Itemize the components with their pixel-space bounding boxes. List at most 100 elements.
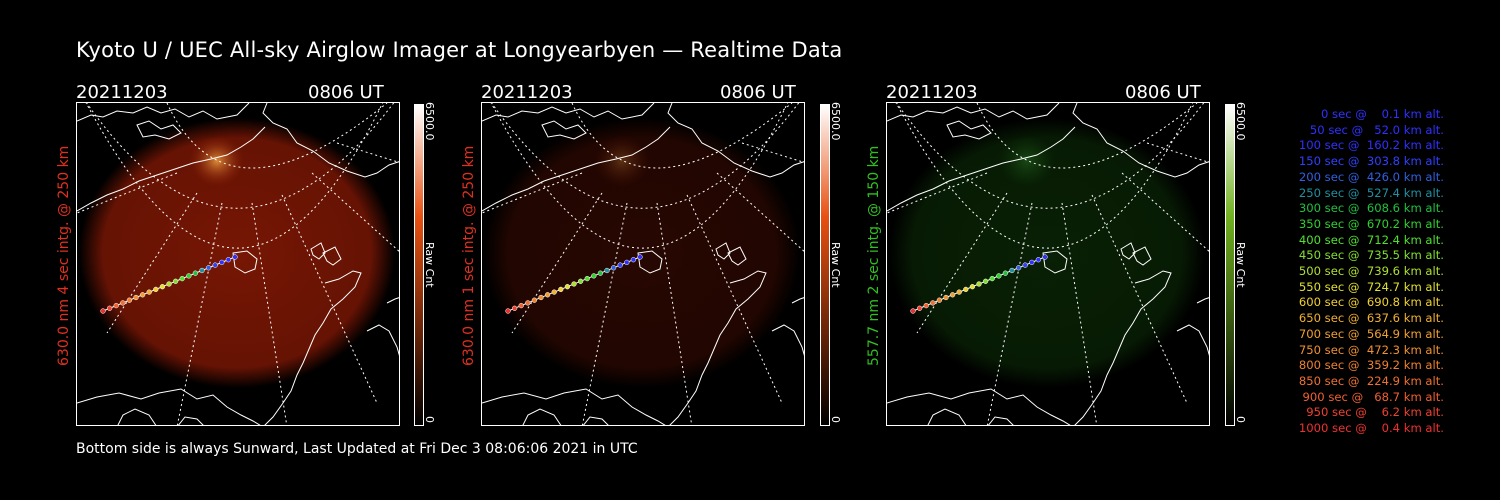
allsky-image — [484, 118, 800, 388]
trajectory-point — [186, 273, 192, 279]
panel-3-cbar-unit: Raw Cnt — [1234, 242, 1247, 288]
panel-3-side-label: 557.7 nm 2 sec intg. @ 150 km — [866, 145, 882, 366]
latitude-circle — [490, 103, 789, 249]
coastline — [791, 297, 804, 304]
coastline — [386, 297, 399, 304]
legend-row: 300 sec @ 608.6 km alt. — [1295, 201, 1444, 216]
legend-row: 200 sec @ 426.0 km alt. — [1295, 169, 1444, 184]
trajectory-point — [212, 262, 218, 268]
latitude-circle — [166, 103, 388, 169]
latitude-circle — [895, 103, 1194, 249]
longitude-line — [336, 142, 399, 163]
trajectory-point — [910, 308, 916, 314]
allsky-image — [889, 118, 1205, 388]
trajectory-point — [518, 302, 524, 309]
latitude-circle — [86, 103, 395, 209]
panel-3-colorbar — [1225, 104, 1235, 426]
panel-3-map-svg — [887, 103, 1209, 425]
coastline — [482, 103, 655, 122]
legend-row: 400 sec @ 712.4 km alt. — [1295, 232, 1444, 247]
trajectory-point — [172, 278, 179, 284]
coastline — [541, 120, 587, 140]
coastline — [177, 416, 204, 425]
trajectory-point — [943, 294, 949, 301]
latitude-circle — [85, 103, 384, 249]
trajectory-point — [166, 281, 172, 287]
trajectory-point — [146, 289, 152, 295]
trajectory-point — [225, 257, 232, 263]
legend-row: 900 sec @ 68.7 km alt. — [1298, 389, 1444, 404]
coastline — [522, 408, 562, 425]
latitude-circle — [491, 103, 800, 209]
longitude-line — [986, 202, 1033, 425]
coastline — [77, 388, 261, 425]
legend-row: 100 sec @ 160.2 km alt. — [1295, 138, 1444, 153]
trajectory-point — [525, 300, 531, 306]
legend-row: 350 sec @ 670.2 km alt. — [1295, 216, 1444, 231]
trajectory-point — [637, 254, 643, 260]
legend-row: 1000 sec @ 0.4 km alt. — [1298, 421, 1444, 436]
coastline — [1132, 246, 1152, 266]
trajectory-point — [1022, 262, 1028, 268]
coastline — [1176, 324, 1209, 356]
coastline — [1196, 297, 1209, 304]
trajectory-point — [205, 265, 212, 271]
coastline — [262, 103, 399, 178]
trajectory-point — [916, 305, 923, 311]
coastline — [715, 242, 731, 260]
coastline — [264, 270, 362, 425]
aurora-brightspot — [189, 135, 245, 187]
panel-1-map-svg — [77, 103, 399, 425]
coastline — [1074, 270, 1172, 425]
coastline — [771, 324, 804, 356]
legend-row: 150 sec @ 303.8 km alt. — [1295, 154, 1444, 169]
allsky-image — [79, 118, 395, 388]
aurora-brightspot — [594, 135, 650, 187]
trajectory-point — [989, 275, 995, 282]
coastline — [1042, 250, 1068, 274]
panel-2-map-svg — [482, 103, 804, 425]
trajectory-point — [996, 273, 1002, 279]
trajectory-point — [551, 289, 557, 295]
trajectory-point — [199, 267, 205, 274]
coastline — [310, 242, 326, 260]
trajectory-legend: 0 sec @ 0.1 km alt. 50 sec @ 52.0 km alt… — [1262, 107, 1444, 437]
coastline — [887, 103, 1060, 122]
coastline — [136, 120, 182, 140]
coastline — [322, 246, 342, 266]
trajectory-point — [591, 273, 597, 279]
coastline — [1072, 103, 1209, 178]
legend-row: 800 sec @ 359.2 km alt. — [1295, 358, 1444, 373]
trajectory-point — [976, 281, 982, 287]
trajectory-point — [511, 305, 518, 311]
coastline — [582, 416, 609, 425]
panel-3-cbar-min: 0 — [1234, 416, 1247, 423]
panel-2-time: 0806 UT — [720, 82, 796, 103]
legend-row: 700 sec @ 564.9 km alt. — [1295, 326, 1444, 341]
trajectory-point — [1042, 254, 1048, 260]
coastline — [117, 408, 157, 425]
trajectory-point — [597, 270, 604, 276]
trajectory-point — [577, 278, 584, 284]
legend-row: 750 sec @ 472.3 km alt. — [1295, 342, 1444, 357]
legend-row: 850 sec @ 224.9 km alt. — [1295, 373, 1444, 388]
trajectory-point — [133, 294, 139, 301]
trajectory-point — [153, 286, 159, 293]
trajectory-point — [571, 281, 577, 287]
trajectory-point — [232, 254, 238, 260]
trajectory-point — [1015, 265, 1022, 271]
trajectory-point — [923, 302, 929, 309]
coastline — [946, 120, 992, 140]
trajectory-point — [1035, 257, 1042, 263]
panel-3-cbar-max: 6500.0 — [1234, 102, 1247, 141]
panel-3-time: 0806 UT — [1125, 82, 1201, 103]
trajectory-point — [617, 262, 623, 268]
trajectory-point — [219, 259, 225, 266]
trajectory-point — [604, 267, 610, 274]
coastline — [727, 246, 747, 266]
trajectory-point — [982, 278, 989, 284]
coastline — [987, 416, 1014, 425]
trajectory-point — [531, 297, 538, 303]
trajectory-point — [969, 284, 976, 290]
panel-2-cbar-max: 6500.0 — [829, 102, 842, 141]
